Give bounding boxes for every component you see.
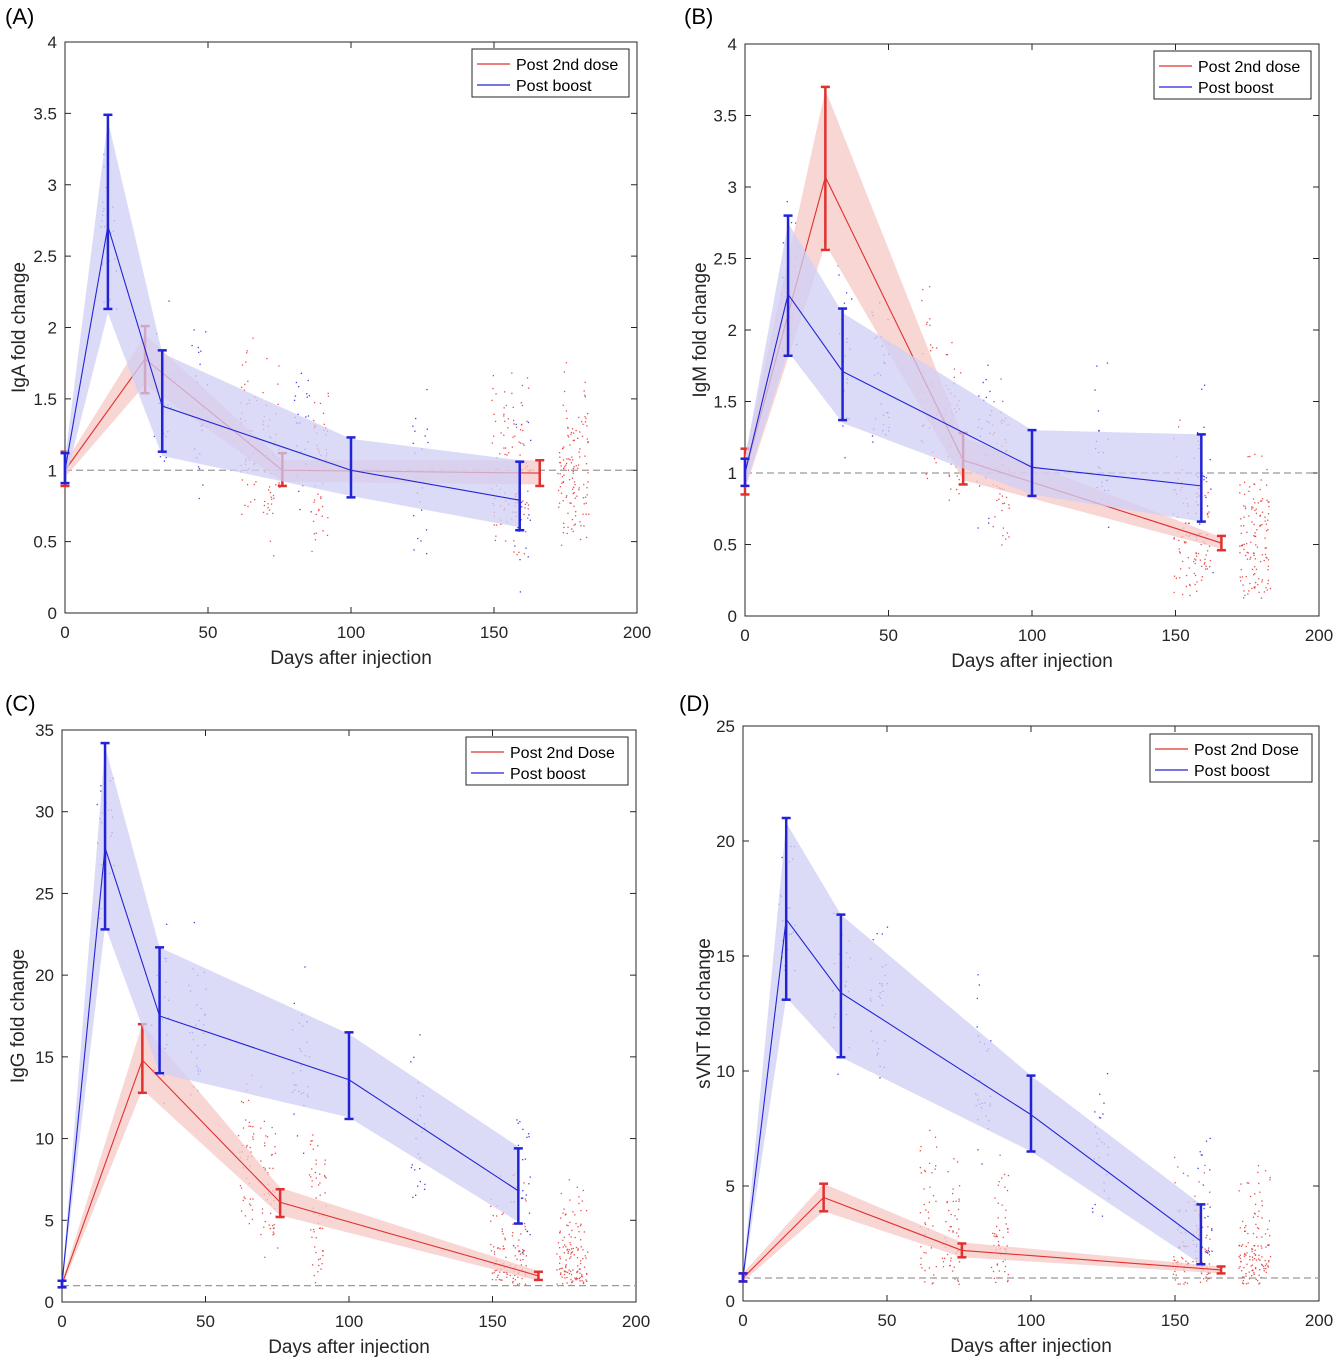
y-tick-label: 0	[726, 1292, 735, 1311]
x-axis-label: Days after injection	[268, 1337, 430, 1358]
y-tick-label: 3.5	[33, 104, 57, 123]
y-tick-label: 30	[35, 803, 54, 822]
x-tick-label: 150	[1161, 1311, 1189, 1330]
panel-a: (A) 0 50 100 150 200 0 0.5 1 1.5 2 2.5 3 3.5 4 Days aft…	[5, 4, 651, 669]
y-tick-label: 3	[728, 178, 737, 197]
x-tick-label: 0	[738, 1311, 747, 1330]
x-tick-label: 0	[60, 623, 69, 642]
y-tick-label: 0.5	[713, 536, 737, 555]
y-tick-label: 0	[45, 1293, 54, 1312]
y-tick-label: 4	[48, 33, 57, 52]
x-tick-label: 200	[1305, 626, 1333, 645]
panel-label: (D)	[679, 691, 710, 716]
y-tick-label: 10	[716, 1062, 735, 1081]
y-tick-label: 0.5	[33, 533, 57, 552]
x-tick-label: 100	[337, 623, 365, 642]
legend-entry: Post 2nd Dose	[510, 745, 615, 762]
panel-label: (C)	[5, 691, 36, 716]
y-tick-label: 10	[35, 1130, 54, 1149]
y-axis-label: IgG fold change	[8, 949, 29, 1083]
panel-label: (B)	[684, 4, 713, 29]
x-tick-label: 200	[622, 1312, 650, 1331]
legend: Post 2nd Dose Post boost	[1150, 734, 1312, 782]
legend-entry: Post boost	[510, 766, 586, 783]
panel-label: (A)	[5, 4, 34, 29]
x-tick-label: 50	[199, 623, 218, 642]
y-axis-label: sVNT fold change	[694, 938, 715, 1089]
y-tick-label: 5	[45, 1211, 54, 1230]
x-axis-label: Days after injection	[951, 651, 1113, 672]
y-tick-label: 25	[716, 717, 735, 736]
legend-entry: Post 2nd Dose	[1194, 742, 1299, 759]
legend-entry: Post 2nd dose	[1198, 59, 1300, 76]
x-tick-label: 50	[879, 626, 898, 645]
y-tick-label: 3	[48, 176, 57, 195]
legend-entry: Post boost	[1198, 80, 1274, 97]
y-tick-label: 1.5	[713, 393, 737, 412]
y-tick-label: 25	[35, 884, 54, 903]
y-tick-label: 0	[728, 607, 737, 626]
y-tick-label: 35	[35, 721, 54, 740]
y-tick-label: 1	[728, 464, 737, 483]
error-bar	[58, 1281, 67, 1288]
x-tick-label: 200	[623, 623, 651, 642]
legend-entry: Post boost	[516, 78, 592, 95]
confidence-band	[65, 121, 520, 528]
y-tick-label: 2	[48, 319, 57, 338]
panel-c: (C) 0 50 100 150 200 0 5 10 15 20 25 30 35 Days after …	[5, 691, 650, 1358]
x-tick-label: 150	[478, 1312, 506, 1331]
x-tick-label: 200	[1305, 1311, 1333, 1330]
y-tick-label: 2.5	[33, 247, 57, 266]
y-tick-label: 5	[726, 1177, 735, 1196]
y-tick-label: 4	[728, 35, 737, 54]
x-axis-label: Days after injection	[270, 648, 432, 669]
y-tick-label: 15	[35, 1048, 54, 1067]
y-axis-label: IgA fold change	[9, 262, 30, 393]
y-tick-label: 2.5	[713, 250, 737, 269]
y-tick-label: 2	[728, 321, 737, 340]
x-tick-label: 0	[740, 626, 749, 645]
y-tick-label: 20	[716, 832, 735, 851]
y-tick-label: 3.5	[713, 107, 737, 126]
y-tick-label: 1.5	[33, 390, 57, 409]
panel-b: (B) 0 50 100 150 200 0 0.5 1 1.5 2 2.5 3 3.5 4 Days aft…	[684, 4, 1333, 672]
x-axis-label: Days after injection	[950, 1336, 1112, 1357]
legend: Post 2nd Dose Post boost	[466, 737, 628, 785]
legend: Post 2nd dose Post boost	[1154, 51, 1311, 99]
x-tick-label: 50	[196, 1312, 215, 1331]
x-tick-label: 0	[57, 1312, 66, 1331]
legend-entry: Post 2nd dose	[516, 57, 618, 74]
x-tick-label: 150	[480, 623, 508, 642]
panel-d: (D) 0 50 100 150 200 0 5 10 15 20 25 Days after inje…	[679, 691, 1333, 1357]
x-tick-label: 100	[1017, 1311, 1045, 1330]
y-axis-label: IgM fold change	[690, 262, 711, 397]
legend: Post 2nd dose Post boost	[472, 49, 629, 97]
y-tick-label: 15	[716, 947, 735, 966]
x-tick-label: 50	[878, 1311, 897, 1330]
x-tick-label: 150	[1161, 626, 1189, 645]
y-tick-label: 1	[48, 461, 57, 480]
y-tick-label: 20	[35, 966, 54, 985]
legend-entry: Post boost	[1194, 763, 1270, 780]
x-tick-label: 100	[335, 1312, 363, 1331]
figure-canvas: (A)0 50 100 150 20000.511.522.533.54Days aft…	[0, 0, 1339, 1362]
x-tick-label: 100	[1018, 626, 1046, 645]
series-boost	[61, 115, 525, 530]
y-tick-label: 0	[48, 604, 57, 623]
